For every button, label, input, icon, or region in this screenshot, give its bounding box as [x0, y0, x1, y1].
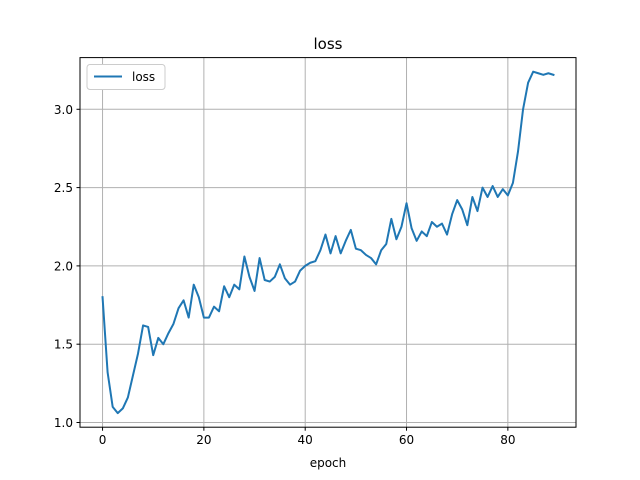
legend-box [86, 64, 166, 90]
grid-lines [80, 57, 576, 428]
legend: loss [86, 64, 166, 90]
plot-frame [79, 57, 577, 428]
y-tick-label: 3.0 [54, 103, 73, 117]
legend-label-loss: loss [132, 70, 155, 84]
y-tick-label: 2.0 [54, 259, 73, 273]
x-tick-label: 60 [399, 433, 414, 447]
axis-ticks: 0 20 40 60 80 1.0 1.5 2.0 2.5 3.0 [54, 103, 516, 447]
series-layer [101, 70, 555, 415]
series-line-loss [101, 70, 555, 415]
y-tick-label: 1.0 [54, 416, 73, 430]
y-tick-label: 2.5 [54, 181, 73, 195]
x-tick-label: 40 [298, 433, 313, 447]
x-axis-label: epoch [310, 456, 347, 470]
y-tick-label: 1.5 [54, 338, 73, 352]
x-tick-label: 0 [99, 433, 107, 447]
chart-title: loss [314, 35, 343, 53]
x-tick-label: 80 [500, 433, 515, 447]
x-tick-label: 20 [196, 433, 211, 447]
